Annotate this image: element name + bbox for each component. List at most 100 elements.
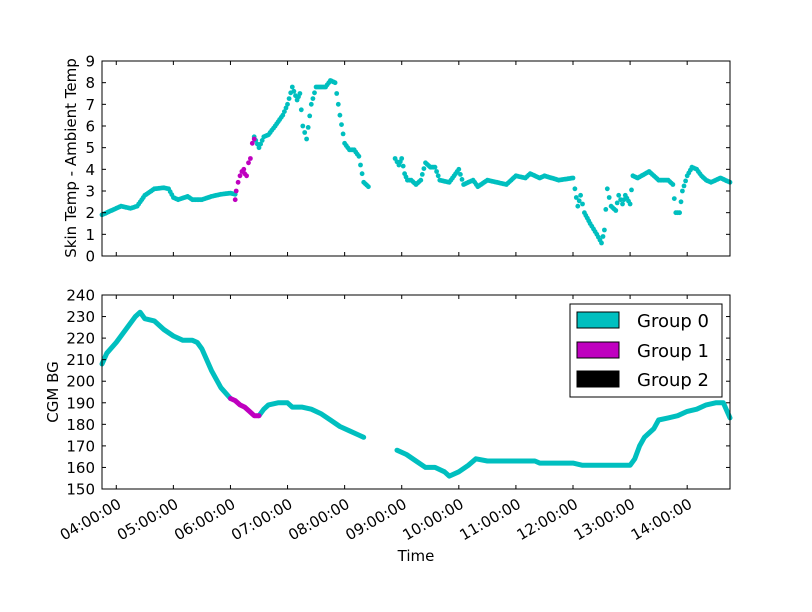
skin-temp-group-1-point xyxy=(237,173,243,179)
cgm-bg-ytick-label-230: 230 xyxy=(66,308,95,326)
skin-temp-group-0-point xyxy=(340,131,346,137)
skin-temp-ytick-label-4: 4 xyxy=(85,161,95,179)
skin-temp-group-0-point xyxy=(332,80,338,86)
skin-temp-group-0-point xyxy=(286,96,292,101)
cgm-bg-ytick-label-210: 210 xyxy=(66,351,95,369)
skin-temp-group-0-point xyxy=(576,198,582,204)
skin-temp-group-0-point xyxy=(308,101,314,107)
skin-temp-group-1-point xyxy=(248,156,253,161)
time-axis-label: Time xyxy=(397,547,435,565)
skin-temp-group-1-point xyxy=(233,188,239,194)
skin-temp-group-0-point xyxy=(310,96,316,101)
skin-temp-group-0-point xyxy=(298,107,304,113)
skin-temp-ticks: 0 1 2 3 4 5 6 7 8 9 xyxy=(85,53,730,266)
cgm-bg-ytick-label-190: 190 xyxy=(66,394,95,412)
cgm-bg-axes-frame xyxy=(101,294,731,490)
skin-temp-group-0-point xyxy=(616,192,622,198)
skin-temp-ytick-label-6: 6 xyxy=(85,118,95,136)
skin-temp-group-0-point xyxy=(677,210,682,216)
skin-temp-data xyxy=(99,78,733,246)
skin-temp-group-0-point xyxy=(678,199,684,205)
skin-temp-group-0-point xyxy=(600,234,606,239)
skin-temp-group-0-point xyxy=(613,208,619,213)
skin-temp-group-0-point xyxy=(458,172,463,177)
skin-temp-group-0-point xyxy=(312,90,317,96)
skin-temp-group-0-point xyxy=(432,164,438,170)
skin-temp-group-0-point xyxy=(399,156,405,161)
legend: Group 0 Group 1 Group 2 xyxy=(569,303,723,398)
legend-swatch-group-1 xyxy=(576,341,620,359)
cgm-bg-group-0-line-0 xyxy=(99,309,233,401)
skin-temp-group-1-point xyxy=(232,197,238,203)
skin-temp-group-0-point xyxy=(671,196,677,202)
skin-temp-group-0-point xyxy=(418,177,424,183)
skin-temp-ytick-label-5: 5 xyxy=(85,139,95,157)
legend-label-group-2: Group 2 xyxy=(637,370,709,391)
skin-temp-ytick-label-7: 7 xyxy=(85,96,95,114)
skin-temp-group-0-point xyxy=(614,200,620,206)
cgm-bg-ytick-label-160: 160 xyxy=(66,459,95,477)
skin-temp-group-0-point xyxy=(291,88,297,94)
skin-temp-group-0-point xyxy=(670,182,676,187)
skin-temp-group-0-point xyxy=(305,125,311,130)
skin-temp-group-0-point xyxy=(459,177,465,182)
skin-temp-ytick-label-8: 8 xyxy=(85,74,95,92)
skin-temp-group-0-point xyxy=(358,162,363,168)
skin-temp-group-0-point xyxy=(337,112,343,118)
skin-temp-group-0-point xyxy=(283,105,289,111)
skin-temp-group-0-point xyxy=(334,91,340,96)
cgm-bg-group-0-line-2 xyxy=(394,400,733,479)
skin-temp-group-0-point xyxy=(339,122,344,127)
skin-temp-group-0-point xyxy=(335,101,341,107)
skin-temp-axes-frame xyxy=(101,60,731,257)
skin-temp-group-0-point xyxy=(572,186,578,192)
skin-temp-group-0-point xyxy=(285,101,290,107)
skin-temp-group-0-point xyxy=(289,84,295,90)
skin-temp-group-0-point xyxy=(580,201,585,207)
skin-temp-group-0-point xyxy=(282,109,287,114)
skin-temp-group-0-point xyxy=(400,163,406,169)
skin-temp-group-0-point xyxy=(421,166,427,172)
skin-temp-group-0-point xyxy=(297,91,303,96)
legend-item-group-0: Group 0 xyxy=(576,311,709,332)
skin-temp-ytick-label-9: 9 xyxy=(85,53,95,71)
skin-temp-group-0-point xyxy=(604,186,610,192)
skin-temp-group-0-point xyxy=(629,187,634,193)
skin-temp-group-0-point xyxy=(573,195,579,200)
skin-temp-group-0-point xyxy=(307,113,313,119)
cgm-bg-ytick-label-200: 200 xyxy=(66,373,95,391)
skin-temp-group-0-point xyxy=(356,153,362,159)
cgm-bg-y-axis-label: CGM BG xyxy=(44,361,62,422)
skin-temp-group-0-point xyxy=(602,227,607,233)
cgm-bg-group-0-line-1 xyxy=(256,400,367,440)
skin-temp-group-1-point xyxy=(249,140,255,146)
cgm-bg-ytick-label-170: 170 xyxy=(66,437,95,455)
skin-temp-y-axis-label: Skin Temp - Ambient Temp xyxy=(62,58,80,258)
skin-temp-group-0-point xyxy=(258,141,263,147)
skin-temp-group-0-point xyxy=(259,138,265,143)
skin-temp-group-0-point xyxy=(578,192,583,198)
cgm-bg-ytick-label-180: 180 xyxy=(66,416,95,434)
skin-temp-panel: 0 1 2 3 4 5 6 7 8 9 Skin Temp - Ambient Temp xyxy=(62,53,733,266)
skin-temp-group-0-point xyxy=(627,201,633,207)
skin-temp-group-0-point xyxy=(456,166,462,172)
skin-temp-group-0-point xyxy=(419,172,425,177)
skin-temp-group-0-point xyxy=(434,169,439,174)
legend-label-group-1: Group 1 xyxy=(637,341,709,362)
skin-temp-group-0-point xyxy=(575,203,581,209)
legend-label-group-0: Group 0 xyxy=(637,311,709,332)
legend-item-group-2: Group 2 xyxy=(576,370,709,391)
cgm-bg-ytick-label-150: 150 xyxy=(66,481,95,499)
cgm-bg-ytick-label-220: 220 xyxy=(66,330,95,348)
skin-temp-group-0-point xyxy=(618,197,623,203)
skin-temp-group-0-point xyxy=(606,195,612,200)
skin-temp-group-0-point xyxy=(256,145,262,151)
skin-temp-group-1-point xyxy=(251,136,257,142)
skin-temp-group-0-point xyxy=(680,188,685,194)
skin-temp-group-0-point xyxy=(681,183,687,189)
skin-temp-group-1-point xyxy=(246,160,251,166)
skin-temp-ytick-label-0: 0 xyxy=(85,248,95,266)
skin-temp-group-1-point xyxy=(241,166,247,172)
skin-temp-group-0-point xyxy=(620,201,625,207)
skin-temp-group-0-point xyxy=(304,136,309,142)
